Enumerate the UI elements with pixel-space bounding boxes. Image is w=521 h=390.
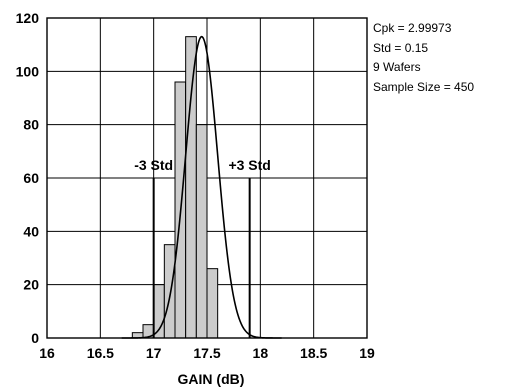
y-tick-label-2: 40 bbox=[23, 223, 39, 239]
stat-std: Std = 0.15 bbox=[373, 40, 429, 55]
x-tick-label-0: 16 bbox=[39, 345, 55, 361]
x-tick-label-6: 19 bbox=[359, 345, 375, 361]
x-axis-label: GAIN (dB) bbox=[178, 371, 245, 387]
y-tick-label-5: 100 bbox=[16, 63, 40, 79]
histogram-bars bbox=[131, 36, 219, 339]
x-tick-label-3: 17.5 bbox=[193, 345, 220, 361]
histogram-bar-5 bbox=[185, 36, 197, 339]
stats-panel: Cpk = 2.99973 Std = 0.15 9 Wafers Sample… bbox=[373, 19, 474, 97]
histogram-bar-3 bbox=[163, 244, 176, 339]
normal-curve bbox=[121, 35, 282, 339]
y-tick-label-3: 60 bbox=[23, 170, 39, 186]
y-tick-label-0: 0 bbox=[31, 330, 39, 346]
std-marker-label-0: -3 Std bbox=[134, 157, 173, 173]
stat-cpk: Cpk = 2.99973 bbox=[373, 21, 452, 35]
histogram-bar-6 bbox=[195, 124, 208, 339]
y-tick-label-1: 20 bbox=[23, 277, 39, 293]
y-tick-label-4: 80 bbox=[23, 117, 39, 133]
distribution-curve bbox=[121, 35, 282, 339]
plot-frame bbox=[46, 17, 368, 339]
x-tick-label-1: 16.5 bbox=[87, 345, 114, 361]
std-markers: -3 Std +3 Std bbox=[134, 157, 271, 338]
histogram-bar-7 bbox=[206, 268, 219, 339]
x-tick-label-5: 18.5 bbox=[300, 345, 327, 361]
tick-labels: 16 16.5 17 17.5 18 18.5 19 0 20 40 60 80 100 120 bbox=[16, 10, 375, 361]
x-tick-label-2: 17 bbox=[146, 345, 162, 361]
stat-sample-size: Sample Size = 450 bbox=[373, 79, 475, 94]
stat-wafers: 9 Wafers bbox=[373, 60, 421, 75]
y-tick-label-6: 120 bbox=[16, 10, 40, 26]
std-marker-label-1: +3 Std bbox=[228, 157, 270, 173]
x-tick-label-4: 18 bbox=[253, 345, 269, 361]
